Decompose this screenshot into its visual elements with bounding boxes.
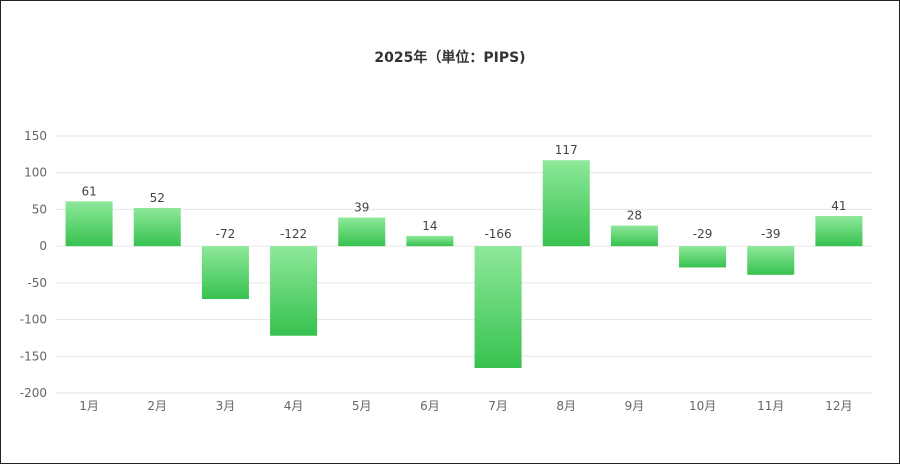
x-tick-label: 1月	[79, 399, 99, 413]
bar	[338, 217, 386, 247]
data-label: 39	[354, 201, 369, 215]
y-tick-label: -200	[20, 386, 47, 400]
data-label: 52	[150, 191, 165, 205]
bar	[65, 201, 113, 247]
x-tick-label: 9月	[625, 399, 645, 413]
grid-lines	[55, 135, 873, 394]
y-tick-label: 0	[39, 239, 47, 253]
bar	[542, 160, 590, 247]
y-tick-label: -100	[20, 313, 47, 327]
bar	[270, 246, 318, 336]
bar	[610, 225, 658, 247]
data-label: -39	[761, 227, 781, 241]
data-label: -72	[216, 227, 236, 241]
data-label: 61	[81, 184, 96, 198]
bar	[747, 246, 795, 275]
y-tick-label: 50	[32, 202, 47, 216]
y-axis: 150 100 50 0 -50 -100 -150 -200	[20, 129, 47, 400]
bar	[201, 246, 249, 300]
y-tick-label: -150	[20, 349, 47, 363]
x-tick-label: 11月	[757, 399, 784, 413]
bar	[406, 235, 454, 247]
data-label: -122	[280, 227, 307, 241]
chart-title: 2025年（単位：PIPS)	[374, 49, 525, 66]
bar	[474, 246, 522, 369]
x-tick-label: 2月	[147, 399, 167, 413]
y-tick-label: -50	[27, 276, 47, 290]
bar	[133, 207, 181, 247]
x-tick-label: 12月	[825, 399, 852, 413]
bar	[679, 246, 727, 268]
x-tick-label: 5月	[352, 399, 372, 413]
data-label: 28	[627, 209, 642, 223]
x-axis: 1月 2月 3月 4月 5月 6月 7月 8月 9月 10月 11月 12月	[79, 399, 852, 413]
data-label: -29	[693, 227, 713, 241]
y-tick-label: 150	[24, 129, 47, 143]
data-label: 14	[422, 219, 437, 233]
x-tick-label: 10月	[689, 399, 716, 413]
x-tick-label: 3月	[216, 399, 236, 413]
data-label: 117	[555, 143, 578, 157]
x-tick-label: 4月	[284, 399, 304, 413]
x-tick-label: 7月	[488, 399, 508, 413]
x-tick-label: 8月	[556, 399, 576, 413]
data-label: 41	[831, 199, 846, 213]
x-tick-label: 6月	[420, 399, 440, 413]
bar	[815, 216, 863, 247]
y-tick-label: 100	[24, 166, 47, 180]
data-label: -166	[484, 227, 511, 241]
bars-group: 61 52 -72 -122 39 14 -166 117 28 -29 -39 41	[65, 143, 863, 369]
